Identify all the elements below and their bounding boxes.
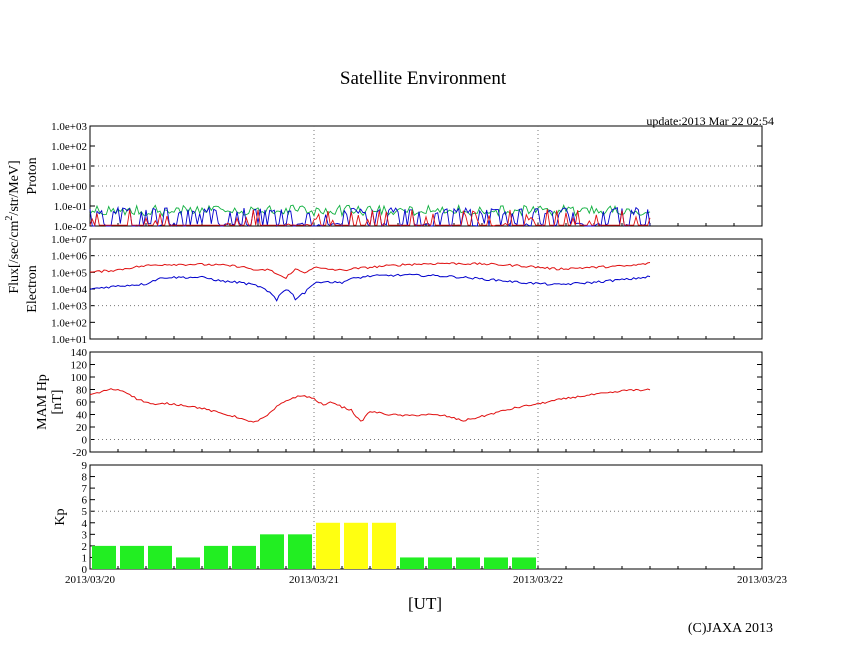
- proton-green-line: [89, 203, 651, 218]
- kp-ylabel: Kp: [53, 508, 68, 525]
- electron-frame: [89, 238, 763, 340]
- proton-ytick-label-3: 1.0e+01: [51, 161, 87, 173]
- mam-hp-line: [89, 388, 651, 423]
- kp-ytick-label-3: 3: [82, 529, 88, 541]
- electron-ytick-label-1: 1.0e+02: [51, 317, 87, 329]
- electron-ytick-label-0: 1.0e+01: [51, 334, 87, 346]
- kp-ytick-label-5: 5: [82, 506, 88, 518]
- electron-blue-line: [89, 273, 651, 302]
- mam-ytick-label-7: 120: [71, 360, 88, 372]
- kp-bar-1: [120, 545, 144, 569]
- kp-ytick-label-7: 7: [82, 483, 88, 495]
- kp-bar-4: [204, 545, 228, 569]
- kp-bar-2: [148, 545, 172, 569]
- kp-bar-0: [92, 545, 116, 569]
- x-axis-label: [UT]: [408, 594, 442, 613]
- mam-ytick-label-5: 80: [76, 385, 88, 397]
- kp-bar-15: [512, 557, 536, 569]
- kp-bar-11: [400, 557, 424, 569]
- kp-bar-14: [484, 557, 508, 569]
- kp-ytick-label-4: 4: [82, 518, 88, 530]
- mam-ytick-label-4: 60: [76, 397, 88, 409]
- proton-red-line: [89, 209, 651, 227]
- kp-bar-12: [428, 557, 452, 569]
- kp-frame: [89, 464, 763, 570]
- kp-bar-6: [260, 534, 284, 569]
- mam-ytick-label-0: -20: [72, 447, 87, 459]
- proton-ylabel: Proton: [25, 157, 40, 194]
- kp-bar-10: [372, 522, 396, 569]
- kp-ytick-label-1: 1: [82, 552, 88, 564]
- proton-ytick-label-4: 1.0e+02: [51, 141, 87, 153]
- mam-ylabel-unit: [nT]: [50, 390, 65, 415]
- electron-ytick-label-2: 1.0e+03: [51, 301, 87, 313]
- kp-bar-8: [316, 522, 340, 569]
- x-date-label-1: 2013/03/21: [289, 574, 339, 586]
- x-date-label-2: 2013/03/22: [513, 574, 563, 586]
- proton-ytick-label-5: 1.0e+03: [51, 121, 87, 133]
- kp-bar-3: [176, 557, 200, 569]
- x-date-label-3: 2013/03/23: [737, 574, 788, 586]
- kp-bar-5: [232, 545, 256, 569]
- proton-ytick-label-0: 1.0e-02: [54, 221, 87, 233]
- mam-ytick-label-2: 20: [76, 422, 88, 434]
- svg-text:Flux[/sec/cm2/str/MeV]: Flux[/sec/cm2/str/MeV]: [4, 160, 22, 293]
- electron-ytick-label-5: 1.0e+06: [51, 251, 87, 263]
- update-timestamp: update:2013 Mar 22 02:54: [646, 114, 774, 128]
- kp-bar-9: [344, 522, 368, 569]
- mam-ytick-label-6: 100: [71, 372, 88, 384]
- chart-title: Satellite Environment: [339, 68, 507, 89]
- flux-label-sup: 2: [4, 216, 15, 221]
- electron-ytick-label-6: 1.0e+07: [51, 234, 87, 246]
- proton-ylabel-group: Proton: [25, 157, 40, 194]
- mam-ytick-label-3: 40: [76, 410, 88, 422]
- x-date-label-0: 2013/03/20: [65, 574, 116, 586]
- kp-bar-7: [288, 534, 312, 569]
- kp-ytick-label-0: 0: [82, 564, 88, 576]
- electron-ylabel-group: Electron: [25, 265, 40, 312]
- kp-ytick-label-9: 9: [82, 460, 88, 472]
- flux-axis-label: Flux[/sec/cm2/str/MeV]: [4, 160, 22, 293]
- kp-ytick-label-2: 2: [82, 541, 88, 553]
- electron-ytick-label-3: 1.0e+04: [51, 284, 87, 296]
- proton-ytick-label-2: 1.0e+00: [51, 181, 87, 193]
- proton-frame: [89, 125, 763, 227]
- flux-label-rest: /str/MeV]: [7, 160, 22, 215]
- electron-ylabel: Electron: [25, 265, 40, 312]
- mam-ytick-label-8: 140: [71, 347, 88, 359]
- mam-frame: [89, 351, 763, 453]
- electron-ytick-label-4: 1.0e+05: [51, 267, 87, 279]
- flux-label-main: Flux[/sec/cm: [7, 220, 22, 293]
- mam-ytick-label-1: 0: [82, 435, 88, 447]
- mam-ylabel-group: MAM Hp [nT]: [35, 374, 65, 430]
- kp-bar-13: [456, 557, 480, 569]
- kp-ytick-label-8: 8: [82, 472, 88, 484]
- kp-ytick-label-6: 6: [82, 495, 88, 507]
- kp-ylabel-group: Kp: [53, 508, 68, 525]
- mam-ylabel: MAM Hp: [35, 374, 50, 430]
- electron-red-line: [90, 262, 651, 280]
- proton-ytick-label-1: 1.0e-01: [54, 201, 87, 213]
- copyright-text: (C)JAXA 2013: [687, 621, 773, 636]
